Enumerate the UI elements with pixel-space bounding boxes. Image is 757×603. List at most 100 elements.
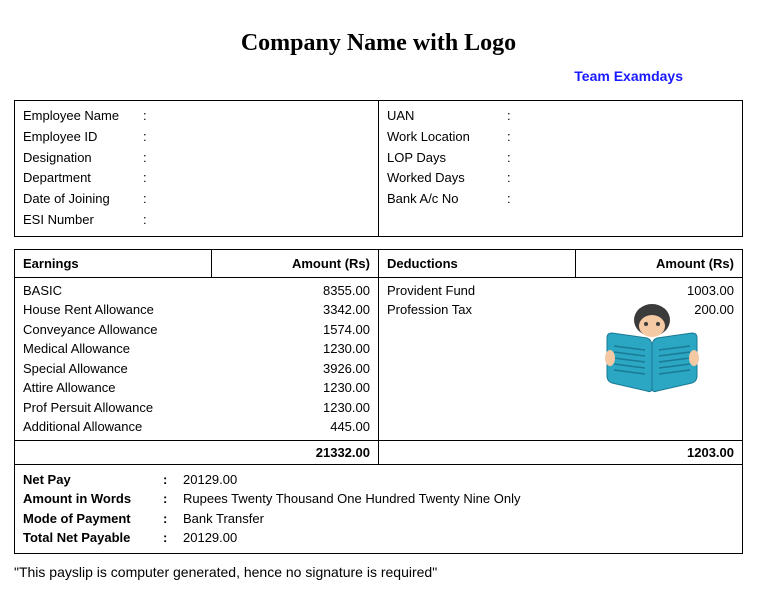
info-row: Employee ID: [23, 127, 370, 148]
info-label: Bank A/c No [387, 189, 507, 210]
item-amount: 445.00 [330, 417, 370, 437]
info-value [522, 106, 734, 127]
employee-info-right: UAN:Work Location:LOP Days:Worked Days:B… [379, 101, 743, 237]
item-amount: 1574.00 [323, 320, 370, 340]
info-value [158, 106, 370, 127]
company-title: Company Name with Logo [14, 30, 743, 57]
item-label: BASIC [23, 281, 62, 301]
colon: : [143, 148, 158, 169]
item-label: Attire Allowance [23, 378, 116, 398]
info-label: ESI Number [23, 210, 143, 231]
colon: : [143, 127, 158, 148]
employee-info-left: Employee Name:Employee ID:Designation:De… [15, 101, 379, 237]
info-label: Employee Name [23, 106, 143, 127]
earnings-total: 21332.00 [15, 440, 379, 464]
colon: : [507, 106, 522, 127]
line-item: Attire Allowance 1230.00 [23, 378, 370, 398]
info-label: LOP Days [387, 148, 507, 169]
info-value [158, 168, 370, 189]
info-row: ESI Number: [23, 210, 370, 231]
info-row: Work Location: [387, 127, 734, 148]
deductions-header-amount: Amount (Rs) [575, 249, 742, 277]
info-value [158, 189, 370, 210]
team-link[interactable]: Team Examdays [574, 68, 683, 84]
earnings-header-amount: Amount (Rs) [211, 249, 378, 277]
info-label: Date of Joining [23, 189, 143, 210]
info-row: Bank A/c No: [387, 189, 734, 210]
info-label: UAN [387, 106, 507, 127]
netpay-label: Amount in Words [23, 489, 163, 509]
netpay-label: Mode of Payment [23, 509, 163, 529]
line-item: Prof Persuit Allowance1230.00 [23, 398, 370, 418]
earnings-items: BASIC8355.00House Rent Allowance3342.00C… [15, 277, 379, 440]
colon: : [143, 210, 158, 231]
netpay-line: Total Net Payable:20129.00 [23, 528, 734, 548]
info-label: Department [23, 168, 143, 189]
netpay-value: Bank Transfer [183, 509, 264, 529]
info-value [522, 168, 734, 189]
info-label: Work Location [387, 127, 507, 148]
item-label: Provident Fund [387, 281, 475, 301]
info-row: Department: [23, 168, 370, 189]
line-item: Conveyance Allowance 1574.00 [23, 320, 370, 340]
reading-book-icon [592, 298, 712, 398]
colon: : [143, 168, 158, 189]
line-item: Special Allowance 3926.00 [23, 359, 370, 379]
item-label: House Rent Allowance [23, 300, 154, 320]
colon: : [143, 189, 158, 210]
earnings-deductions-table: Earnings Amount (Rs) Deductions Amount (… [14, 249, 743, 554]
footer-note: "This payslip is computer generated, hen… [14, 564, 743, 580]
info-value [158, 210, 370, 231]
item-amount: 8355.00 [323, 281, 370, 301]
colon: : [163, 528, 183, 548]
item-amount: 1230.00 [323, 398, 370, 418]
deductions-total: 1203.00 [378, 440, 742, 464]
netpay-value: Rupees Twenty Thousand One Hundred Twent… [183, 489, 520, 509]
line-item: House Rent Allowance 3342.00 [23, 300, 370, 320]
netpay-label: Total Net Payable [23, 528, 163, 548]
item-amount: 3342.00 [323, 300, 370, 320]
item-label: Conveyance Allowance [23, 320, 157, 340]
item-amount: 1230.00 [323, 378, 370, 398]
info-value [522, 189, 734, 210]
deductions-items: Provident Fund1003.00Profession Tax200.0… [378, 277, 742, 440]
header: Company Name with Logo Team Examdays [14, 10, 743, 90]
info-value [158, 127, 370, 148]
item-label: Profession Tax [387, 300, 472, 320]
colon: : [507, 127, 522, 148]
info-label: Employee ID [23, 127, 143, 148]
colon: : [143, 106, 158, 127]
colon: : [507, 148, 522, 169]
info-row: Date of Joining: [23, 189, 370, 210]
colon: : [507, 168, 522, 189]
employee-info-table: Employee Name:Employee ID:Designation:De… [14, 100, 743, 237]
deductions-header-label: Deductions [378, 249, 575, 277]
item-label: Special Allowance [23, 359, 128, 379]
colon: : [507, 189, 522, 210]
netpay-value: 20129.00 [183, 528, 237, 548]
netpay-line: Amount in Words:Rupees Twenty Thousand O… [23, 489, 734, 509]
item-amount: 3926.00 [323, 359, 370, 379]
info-label: Worked Days [387, 168, 507, 189]
info-row: Employee Name: [23, 106, 370, 127]
netpay-label: Net Pay [23, 470, 163, 490]
netpay-line: Net Pay:20129.00 [23, 470, 734, 490]
info-row: Designation: [23, 148, 370, 169]
info-value [158, 148, 370, 169]
netpay-section: Net Pay:20129.00Amount in Words:Rupees T… [15, 464, 743, 553]
netpay-value: 20129.00 [183, 470, 237, 490]
colon: : [163, 470, 183, 490]
info-row: UAN: [387, 106, 734, 127]
info-value [522, 148, 734, 169]
item-label: Medical Allowance [23, 339, 130, 359]
earnings-header-label: Earnings [15, 249, 212, 277]
info-row: Worked Days: [387, 168, 734, 189]
item-amount: 1230.00 [323, 339, 370, 359]
item-label: Additional Allowance [23, 417, 142, 437]
line-item: BASIC 8355.00 [23, 281, 370, 301]
line-item: Medical Allowance 1230.00 [23, 339, 370, 359]
netpay-line: Mode of Payment:Bank Transfer [23, 509, 734, 529]
line-item: Additional Allowance 445.00 [23, 417, 370, 437]
colon: : [163, 489, 183, 509]
info-row: LOP Days: [387, 148, 734, 169]
